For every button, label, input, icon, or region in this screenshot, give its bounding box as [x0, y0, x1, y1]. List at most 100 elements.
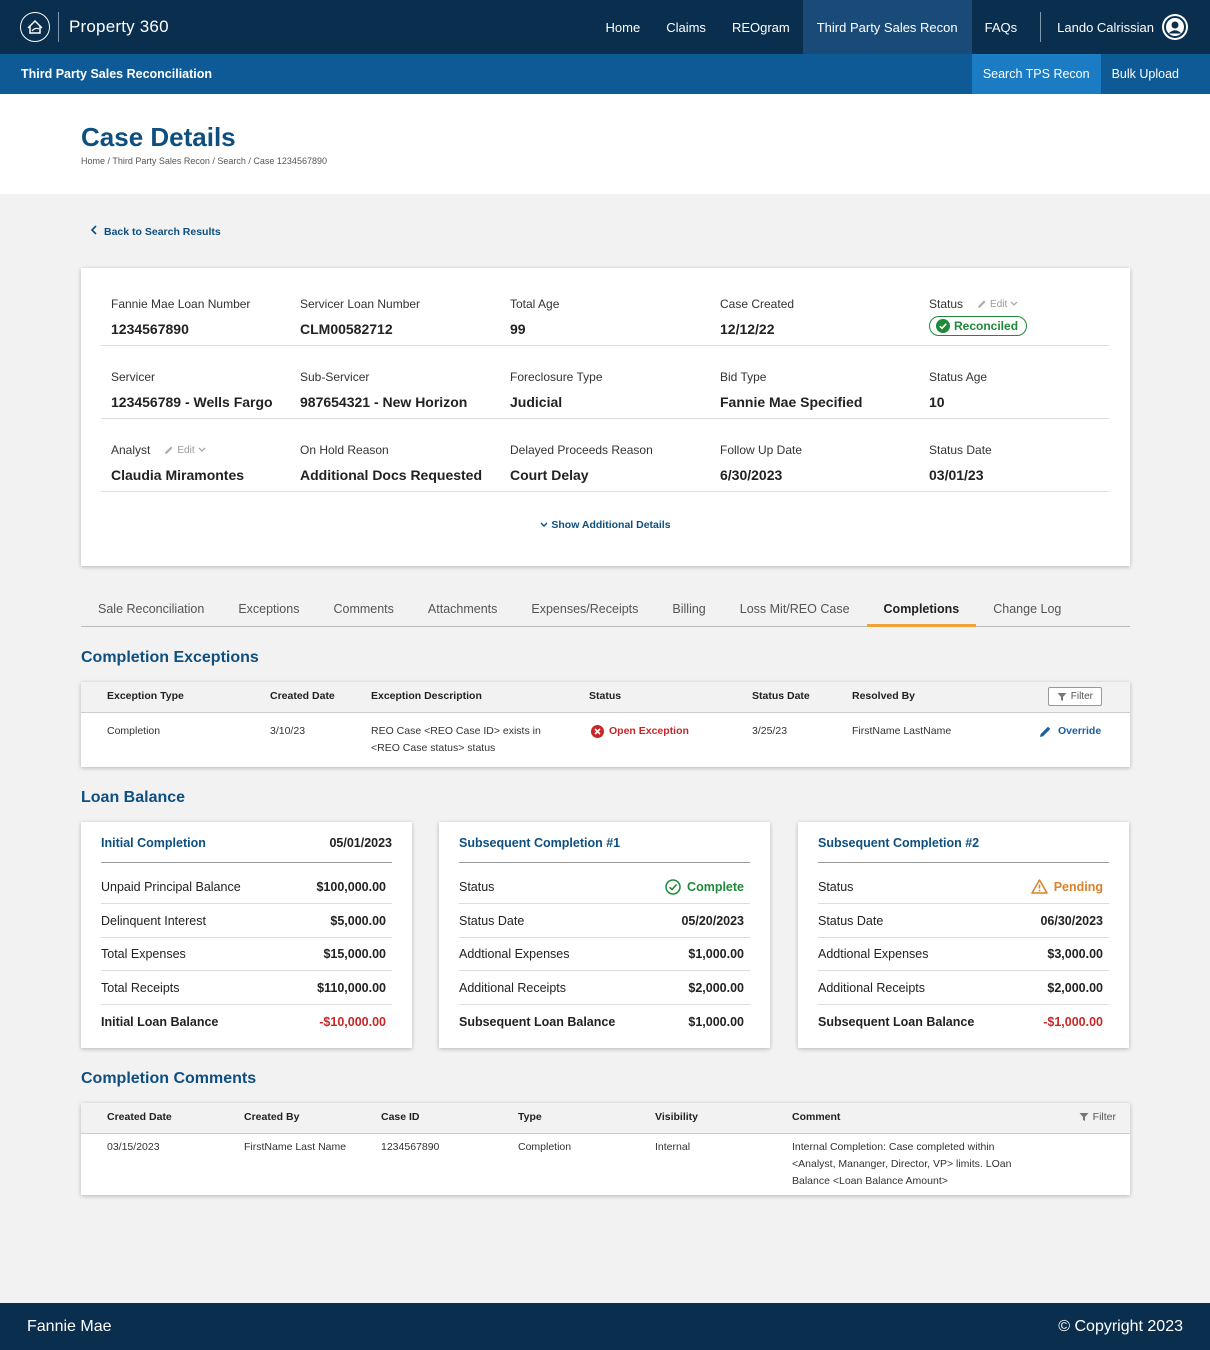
detail-total-age: Total Age 99 — [510, 297, 560, 337]
details-row-3: Analyst Edit Claudia Miramontes On Hold … — [101, 419, 1109, 492]
balance-total-row: Initial Loan Balance -$10,000.00 — [101, 1015, 386, 1029]
completion-comments-table: Created Date Created By Case ID Type Vis… — [81, 1103, 1130, 1195]
case-tabs: Sale Reconciliation Exceptions Comments … — [81, 595, 1130, 627]
comments-filter-button[interactable]: Filter — [1079, 1111, 1116, 1123]
chevron-down-icon — [198, 447, 206, 452]
balance-row: Additional Receipts $2,000.00 — [459, 971, 750, 1005]
nav-separator — [1040, 12, 1042, 42]
loan-balance-title: Loan Balance — [81, 789, 186, 806]
tab-change-log[interactable]: Change Log — [993, 602, 1062, 616]
tab-attachments[interactable]: Attachments — [427, 602, 498, 616]
top-navigation: Property 360 Home Claims REOgram Third P… — [0, 0, 1210, 54]
detail-follow-up-date: Follow Up Date 6/30/2023 — [720, 443, 803, 483]
pending-status: Pending — [1030, 879, 1103, 894]
case-details-card: Fannie Mae Loan Number 1234567890 Servic… — [81, 268, 1130, 566]
column-header[interactable]: Created Date — [107, 1111, 172, 1123]
filter-icon — [1079, 1113, 1089, 1121]
analyst-edit-button[interactable]: Edit — [164, 445, 206, 456]
chevron-down-icon — [540, 522, 548, 527]
tab-exceptions[interactable]: Exceptions — [238, 602, 300, 616]
back-link-label: Back to Search Results — [104, 225, 221, 238]
open-exception-status: Open Exception — [591, 723, 689, 740]
back-to-search-results-link[interactable]: Back to Search Results — [90, 225, 221, 238]
subnav-tab-bulk-upload[interactable]: Bulk Upload — [1111, 67, 1179, 81]
app-title[interactable]: Property 360 — [69, 17, 169, 36]
detail-servicer: Servicer 123456789 - Wells Fargo — [111, 370, 273, 410]
balance-total-row: Subsequent Loan Balance $1,000.00 — [459, 1015, 744, 1029]
user-name: Lando Calrissian — [1057, 19, 1154, 35]
initial-completion-card: Initial Completion 05/01/2023 Unpaid Pri… — [81, 822, 412, 1048]
column-header[interactable]: Status — [589, 690, 622, 702]
balance-row: Total Receipts $110,000.00 — [101, 971, 392, 1005]
card-header: Initial Completion 05/01/2023 — [101, 836, 392, 863]
card-header: Subsequent Completion #1 — [459, 836, 750, 863]
card-header: Subsequent Completion #2 — [818, 836, 1109, 863]
column-header[interactable]: Status Date — [752, 690, 810, 702]
balance-row: Total Expenses $15,000.00 — [101, 937, 392, 971]
exceptions-filter-button[interactable]: Filter — [1047, 687, 1102, 706]
pencil-icon — [1040, 726, 1051, 737]
subnav-title: Third Party Sales Reconciliation — [21, 67, 213, 81]
pencil-icon — [978, 300, 986, 308]
detail-foreclosure-type: Foreclosure Type Judicial — [510, 370, 603, 410]
override-button[interactable]: Override — [1039, 723, 1101, 740]
column-header[interactable]: Case ID — [381, 1111, 420, 1123]
column-header[interactable]: Type — [518, 1111, 542, 1123]
nav-item-faqs[interactable]: FAQs — [984, 19, 1018, 35]
detail-delayed-proceeds-reason: Delayed Proceeds Reason Court Delay — [510, 443, 653, 483]
check-circle-icon — [936, 319, 950, 333]
balance-row: Status Date 05/20/2023 — [459, 904, 750, 938]
chevron-down-icon — [1010, 301, 1018, 306]
page-title: Case Details — [81, 122, 236, 152]
warning-triangle-icon — [1030, 879, 1048, 894]
detail-status-date: Status Date 03/01/23 — [929, 443, 992, 483]
column-header[interactable]: Comment — [792, 1111, 841, 1123]
status-edit-button[interactable]: Edit — [977, 299, 1018, 310]
nav-item-reogram[interactable]: REOgram — [731, 19, 790, 35]
subsequent-completion-2-card: Subsequent Completion #2 Status Pending … — [798, 822, 1129, 1048]
nav-item-claims[interactable]: Claims — [666, 19, 706, 35]
column-header[interactable]: Created Date — [270, 690, 335, 702]
column-header[interactable]: Created By — [244, 1111, 300, 1123]
completion-comments-title: Completion Comments — [81, 1070, 257, 1087]
balance-row: Status Pending — [818, 870, 1109, 904]
column-header[interactable]: Visibility — [655, 1111, 698, 1123]
details-row-2: Servicer 123456789 - Wells Fargo Sub-Ser… — [101, 346, 1109, 419]
subsequent-completion-1-card: Subsequent Completion #1 Status Complete… — [439, 822, 770, 1048]
status-badge: Reconciled — [929, 316, 1028, 336]
chevron-left-icon — [90, 225, 98, 238]
complete-status: Complete — [665, 878, 744, 895]
user-avatar-icon[interactable] — [1162, 14, 1188, 40]
user-menu[interactable]: Lando Calrissian — [1045, 0, 1210, 54]
breadcrumb[interactable]: Home / Third Party Sales Recon / Search … — [81, 156, 327, 166]
balance-row: Addtional Expenses $3,000.00 — [818, 937, 1109, 971]
footer: Fannie Mae © Copyright 2023 — [0, 1303, 1210, 1350]
sub-navigation: Third Party Sales Reconciliation Search … — [0, 54, 1210, 94]
show-additional-details-link[interactable]: Show Additional Details — [81, 519, 1130, 531]
nav-item-home[interactable]: Home — [605, 19, 641, 35]
tab-sale-reconciliation[interactable]: Sale Reconciliation — [98, 602, 205, 616]
footer-copyright: © Copyright 2023 — [1058, 1318, 1183, 1335]
detail-fannie-mae-loan-number: Fannie Mae Loan Number 1234567890 — [111, 297, 251, 337]
completion-exceptions-table: Exception Type Created Date Exception De… — [81, 682, 1130, 767]
tab-comments[interactable]: Comments — [333, 602, 394, 616]
footer-brand: Fannie Mae — [27, 1318, 112, 1335]
tab-billing[interactable]: Billing — [672, 602, 706, 616]
balance-row: Status Date 06/30/2023 — [818, 904, 1109, 938]
fannie-mae-house-icon[interactable] — [20, 12, 50, 42]
nav-item-third-party-sales-recon[interactable]: Third Party Sales Recon — [802, 0, 972, 54]
tab-expenses-receipts[interactable]: Expenses/Receipts — [531, 602, 639, 616]
tab-loss-mit-reo-case[interactable]: Loss Mit/REO Case — [739, 602, 850, 616]
detail-on-hold-reason: On Hold Reason Additional Docs Requested — [300, 443, 483, 483]
subnav-tab-search-tps-recon[interactable]: Search TPS Recon — [971, 54, 1101, 94]
detail-analyst: Analyst Edit Claudia Miramontes — [111, 443, 245, 483]
balance-row: Addtional Expenses $1,000.00 — [459, 937, 750, 971]
tab-completions[interactable]: Completions — [866, 595, 977, 627]
column-header[interactable]: Exception Description — [371, 690, 482, 702]
details-row-1: Fannie Mae Loan Number 1234567890 Servic… — [101, 273, 1109, 346]
column-header[interactable]: Exception Type — [107, 690, 184, 702]
column-header[interactable]: Resolved By — [852, 690, 916, 702]
pencil-icon — [165, 446, 173, 454]
detail-status-age: Status Age 10 — [929, 370, 988, 410]
detail-bid-type: Bid Type Fannie Mae Specified — [720, 370, 863, 410]
